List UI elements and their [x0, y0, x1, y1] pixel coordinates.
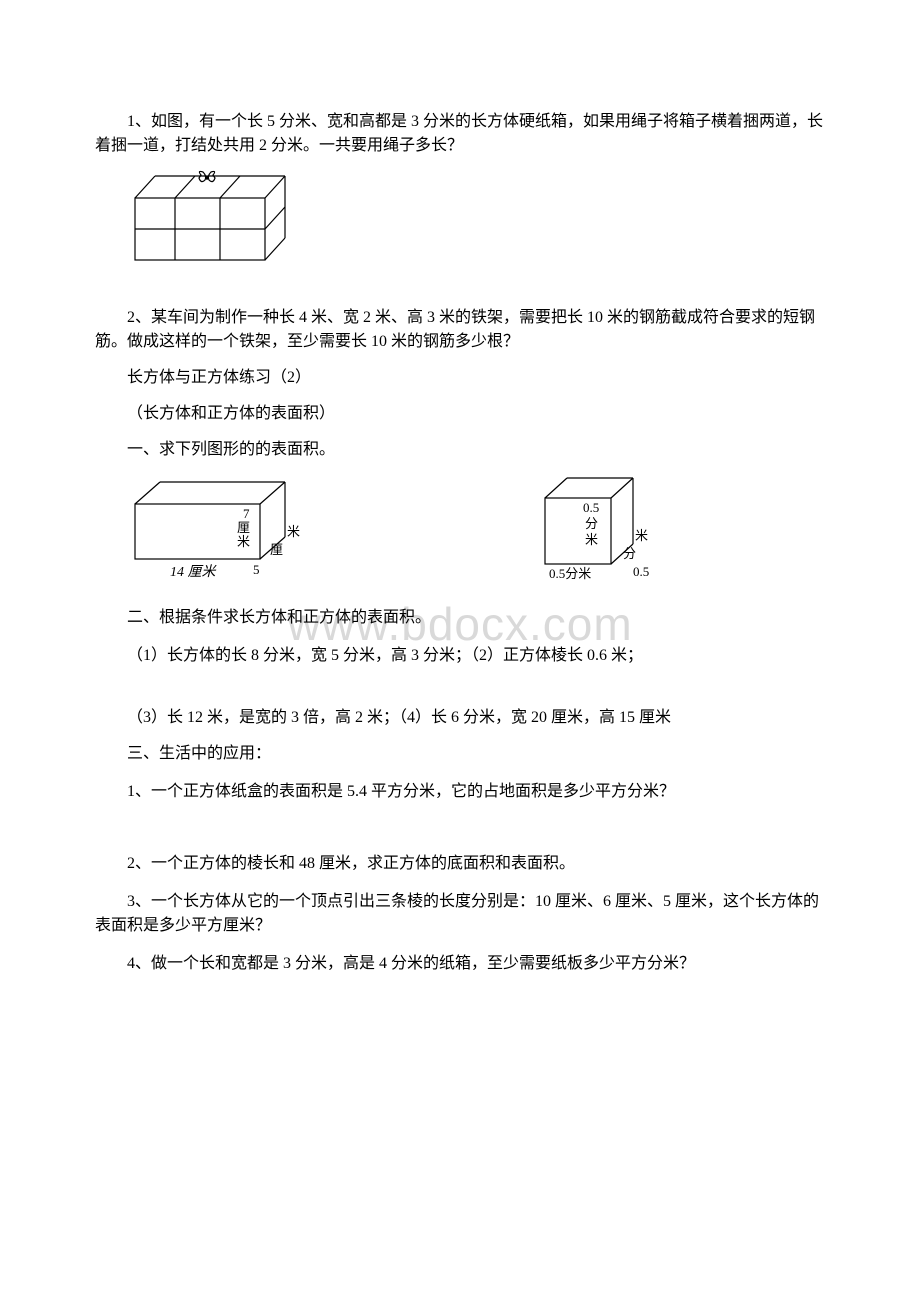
- cube-side-num: 0.5: [633, 564, 649, 579]
- cuboid-h-unit2: 米: [237, 534, 250, 549]
- sec2-item-1: （1）长方体的长 8 分米，宽 5 分米，高 3 分米；（2）正方体棱长 0.6…: [95, 644, 825, 668]
- cube-bottom-label: 0.5分米: [549, 566, 591, 581]
- section-3-title: 三、生活中的应用：: [95, 742, 825, 766]
- cube-d-unit: 米: [635, 528, 648, 543]
- cuboid-d-unit: 米: [287, 524, 300, 539]
- document-content: 1、如图，有一个长 5 分米、宽和高都是 3 分米的长方体硬纸箱，如果用绳子将箱…: [95, 110, 825, 976]
- sec2-item-2: （3）长 12 米，是宽的 3 倍，高 2 米；（4）长 6 分米，宽 20 厘…: [95, 706, 825, 730]
- cuboid-h-num: 7: [243, 506, 250, 521]
- cube-h-unit2: 米: [585, 532, 598, 547]
- question-2: 2、某车间为制作一种长 4 米、宽 2 米、高 3 米的铁架，需要把长 10 米…: [95, 306, 825, 354]
- question-1: 1、如图，有一个长 5 分米、宽和高都是 3 分米的长方体硬纸箱，如果用绳子将箱…: [95, 110, 825, 158]
- cube-figure: 0.5 分 米 米 分 0.5 0.5分米: [535, 474, 695, 594]
- cuboid-h-unit1: 厘: [237, 520, 250, 535]
- figure-box-tied: [95, 168, 825, 268]
- sec3-item-4: 4、做一个长和宽都是 3 分米，高是 4 分米的纸箱，至少需要纸板多少平方分米？: [95, 952, 825, 976]
- sec3-item-1: 1、一个正方体纸盒的表面积是 5.4 平方分米，它的占地面积是多少平方分米？: [95, 780, 825, 804]
- cube-h-unit1: 分: [585, 516, 598, 531]
- tied-box-svg: [125, 168, 295, 268]
- cuboid-d-unit2: 厘: [270, 542, 283, 557]
- cube-h-num: 0.5: [583, 500, 599, 515]
- practice-subtitle: （长方体和正方体的表面积）: [95, 402, 825, 426]
- sec3-item-3: 3、一个长方体从它的一个顶点引出三条棱的长度分别是：10 厘米、6 厘米、5 厘…: [95, 890, 825, 938]
- figures-row: 7 厘 米 米 厘 5 14 厘米 0.5 分 米 米 分 0.5 0.5分米: [95, 474, 825, 594]
- cuboid-d-num: 5: [253, 562, 260, 577]
- section-2-title: 二、根据条件求长方体和正方体的表面积。: [95, 606, 825, 630]
- cuboid-bottom-label: 14 厘米: [170, 564, 217, 580]
- sec3-item-2: 2、一个正方体的棱长和 48 厘米，求正方体的底面积和表面积。: [95, 852, 825, 876]
- practice-title: 长方体与正方体练习（2）: [95, 366, 825, 390]
- section-1-title: 一、求下列图形的的表面积。: [95, 438, 825, 462]
- cuboid-figure: 7 厘 米 米 厘 5 14 厘米: [125, 474, 325, 594]
- cube-d-unit2: 分: [623, 546, 636, 561]
